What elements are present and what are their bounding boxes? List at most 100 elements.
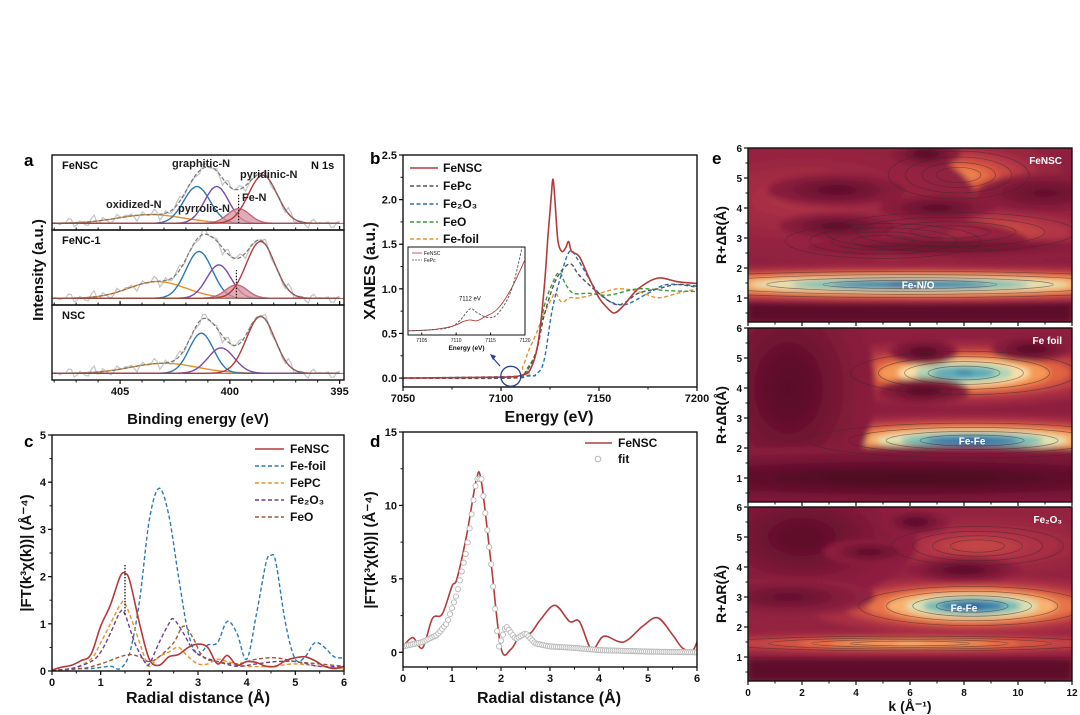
region-label: N 1s [311, 160, 334, 172]
y-tick-label: 0 [391, 647, 397, 659]
peak-label-graphitic-n: graphitic-N [172, 158, 230, 170]
y-tick-label: 4 [736, 563, 742, 574]
inset-x-tick-label: 7115 [485, 338, 496, 344]
fit-point [480, 492, 487, 500]
map-title: Fe₂O₃ [1033, 515, 1062, 526]
wavelet-map-fe2o3 [748, 507, 1072, 681]
pyridinic-n-component-line [52, 315, 340, 374]
fit-point [484, 527, 491, 534]
y-tick-label: 4 [736, 384, 742, 395]
x-tick-label: 5 [645, 673, 651, 685]
y-tick-label: 6 [736, 503, 742, 514]
feature-label: Fe-Fe [951, 604, 978, 615]
x-tick-label: 395 [330, 386, 348, 398]
x-tick-label: 0 [400, 673, 406, 685]
x-axis-title: Radial distance (Å) [126, 688, 270, 707]
contour-line [847, 427, 1072, 454]
y-tick-label: 5 [40, 430, 46, 442]
sample-label: FeNSC [62, 160, 98, 172]
heatmap-cell [958, 439, 986, 442]
fit-point [490, 583, 497, 590]
series-fensc-line [403, 471, 697, 656]
y-tick-label: 4 [40, 477, 47, 489]
legend-label-fe2o3: Fe₂O₃ [290, 493, 324, 507]
y-tick-label: 5 [391, 574, 397, 586]
panel-label-a: a [24, 151, 34, 170]
y-axis-title: |FT(k³χ(k))| (Å⁻⁴) [362, 491, 379, 608]
legend-label-fit: fit [618, 452, 629, 466]
fit-point [446, 611, 454, 618]
heatmap-cell [884, 476, 936, 480]
x-tick-label: 2 [498, 673, 504, 685]
heatmap-cell [894, 642, 926, 645]
y-tick-label: 2.5 [382, 150, 397, 162]
inset-legend-label: FePc [424, 258, 436, 264]
panel-c-plot [52, 487, 344, 671]
raw-spectrum-line [54, 313, 340, 380]
fit-point [464, 539, 471, 546]
y-tick-label: 1 [736, 294, 742, 305]
contour-line [831, 231, 935, 251]
contour-line [912, 595, 1032, 617]
contour-line [850, 640, 970, 647]
envelope-fit-line [52, 233, 340, 299]
fit-point [478, 475, 485, 483]
heatmap-cell [1028, 347, 1035, 351]
x-tick-label: 7150 [587, 393, 611, 405]
fit-point [497, 637, 505, 644]
heatmap-contours [748, 526, 1072, 652]
y-tick-label: 2.0 [382, 195, 397, 207]
contour-line [748, 274, 1072, 295]
heatmap-cell [962, 604, 982, 608]
contour-line [822, 280, 998, 289]
inset-legend-label: FeNSC [424, 251, 441, 257]
series-fensc-line [403, 178, 697, 379]
legend-label-fe2o3: Fe₂O₃ [443, 197, 477, 211]
fit-point [499, 631, 507, 638]
contour-line [919, 434, 1025, 447]
y-tick-label: 15 [385, 427, 397, 439]
y-axis-title: R+ΔR(Å) [713, 565, 729, 623]
fit-point [495, 643, 503, 650]
x-tick-label: 4 [596, 673, 603, 685]
contour-line [748, 271, 1072, 298]
contour-line [921, 162, 996, 188]
panel-b-axes: 7050 7100 7150 7200 0.0 0.5 1.0 1.5 2.0 2.5 [382, 150, 710, 405]
panel-label-e: e [712, 149, 721, 168]
y-axis-title: Intensity (a.u.) [30, 219, 47, 321]
fit-point [450, 599, 458, 606]
inset-x-tick-label: 7110 [451, 338, 462, 344]
contour-line [891, 526, 1064, 566]
panel-label-b: b [370, 149, 380, 168]
panel-d-axes: 0 1 2 3 4 5 6 0 5 10 15 [385, 427, 700, 685]
x-axis-title: Energy (eV) [505, 409, 594, 426]
y-tick-label: 1 [40, 619, 46, 631]
x-tick-label: 405 [111, 386, 129, 398]
raw-spectrum-line [54, 162, 340, 230]
peak-label-oxidized-n: oxidized-N [106, 199, 162, 211]
fit-point [460, 559, 467, 566]
x-tick-label: 4 [244, 677, 251, 689]
contour-line [811, 639, 1009, 648]
series-feo-line [52, 625, 344, 671]
contour-line [935, 599, 1009, 613]
series-fe-foil-line [403, 288, 697, 379]
fit-point [468, 511, 475, 518]
fit-point [472, 482, 479, 490]
inset-x-tick-label: 7120 [519, 338, 530, 344]
heatmap-low-r-band [748, 658, 1072, 681]
panel-c-frame [51, 434, 345, 672]
legend-label-feo: FeO [290, 510, 313, 524]
x-axis-title: Radial distance (Å) [477, 688, 621, 707]
map-title: FeNSC [1029, 156, 1062, 167]
xps-sample-fensc [52, 162, 344, 230]
y-tick-label: 2 [40, 572, 46, 584]
contour-line [927, 365, 1001, 381]
inset-series-fensc-line [408, 259, 525, 332]
panel-label-d: d [370, 432, 380, 451]
contour-line [855, 216, 1046, 248]
heatmap-cell [933, 206, 941, 210]
xps-sample-fenc-1 [52, 230, 344, 305]
x-tick-label: 7100 [489, 393, 513, 405]
pyridinic-n-component-line [52, 240, 340, 299]
